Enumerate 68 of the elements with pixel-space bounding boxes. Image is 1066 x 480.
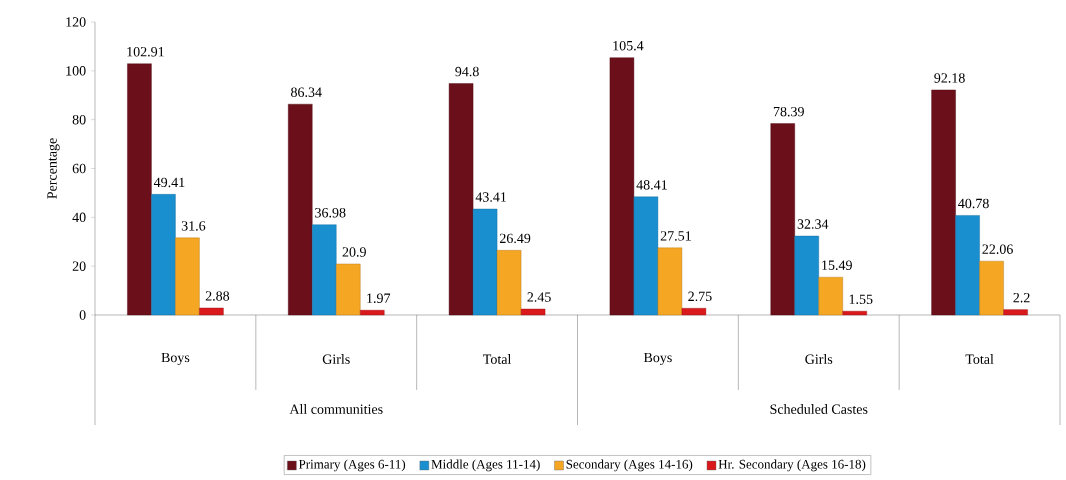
data-label: 86.34 <box>291 87 322 97</box>
data-label: 48.41 <box>636 180 667 190</box>
bar <box>472 208 498 316</box>
y-tick-label: 120 <box>66 17 86 27</box>
bar <box>151 194 176 316</box>
data-label: 20.9 <box>342 247 366 257</box>
bar <box>496 250 522 316</box>
bar <box>794 235 819 316</box>
bar <box>842 311 867 316</box>
bar <box>770 123 795 316</box>
bar <box>127 63 152 316</box>
bar <box>448 83 474 316</box>
bar <box>979 260 1004 316</box>
y-tick-label: 40 <box>72 212 86 223</box>
data-label: 27.51 <box>660 231 691 241</box>
bar <box>199 307 224 316</box>
data-label: 2.88 <box>205 291 230 301</box>
bar <box>955 215 980 316</box>
data-label: 31.6 <box>181 221 206 231</box>
bar <box>931 89 956 316</box>
y-tick-label: 100 <box>66 66 86 76</box>
bar <box>818 276 843 316</box>
data-label: 15.49 <box>822 260 852 270</box>
x-tick-label: Girls <box>322 354 350 364</box>
text: All communities <box>289 404 383 414</box>
y-tick-label: 60 <box>72 163 86 174</box>
data-label: 2.2 <box>1013 292 1030 303</box>
bar <box>609 57 635 316</box>
legend-label: Secondary (Ages 14-16) <box>566 459 693 472</box>
bar <box>288 103 313 316</box>
x-tick-label: Girls <box>805 354 833 364</box>
data-label: 26.49 <box>499 233 531 244</box>
data-label: 43.41 <box>475 192 506 202</box>
y-tick-label: 80 <box>72 114 86 125</box>
bar <box>312 224 337 316</box>
bar <box>633 196 659 316</box>
data-label: 1.97 <box>367 293 391 303</box>
legend-label: Middle (Ages 11-14) <box>431 459 540 472</box>
bar <box>520 308 546 316</box>
legend-label: Hr. Secondary (Ages 16-18) <box>718 459 866 472</box>
bar <box>657 247 683 316</box>
data-label: 32.34 <box>797 219 829 229</box>
data-label: 78.39 <box>773 106 804 117</box>
data-label: 2.75 <box>688 291 712 302</box>
data-label: 2.45 <box>527 292 551 302</box>
bar <box>175 237 200 316</box>
data-label: 102.91 <box>127 47 164 57</box>
data-label: 22.06 <box>982 244 1013 254</box>
bar <box>336 263 361 316</box>
x-tick-label: Total <box>965 354 994 364</box>
text: Scheduled Castes <box>770 404 868 414</box>
data-label: 94.8 <box>455 66 479 77</box>
data-label: 105.4 <box>613 40 644 51</box>
data-label: 1.55 <box>849 294 873 305</box>
y-axis-title: Percentage <box>47 138 60 199</box>
data-label: 92.18 <box>934 73 965 83</box>
data-label: 36.98 <box>315 207 346 218</box>
legend-label: Primary (Ages 6-11) <box>298 459 406 472</box>
y-tick-label: 20 <box>72 261 86 271</box>
x-tick-label: Boys <box>161 352 190 366</box>
bar <box>681 308 707 316</box>
bar <box>1003 309 1028 316</box>
x-tick-label: Boys <box>643 352 672 366</box>
x-tick-label: Total <box>483 354 512 364</box>
data-label: 40.78 <box>958 198 989 209</box>
data-label: 49.41 <box>153 177 185 188</box>
y-tick-label: 0 <box>79 310 86 320</box>
bar <box>360 309 385 316</box>
